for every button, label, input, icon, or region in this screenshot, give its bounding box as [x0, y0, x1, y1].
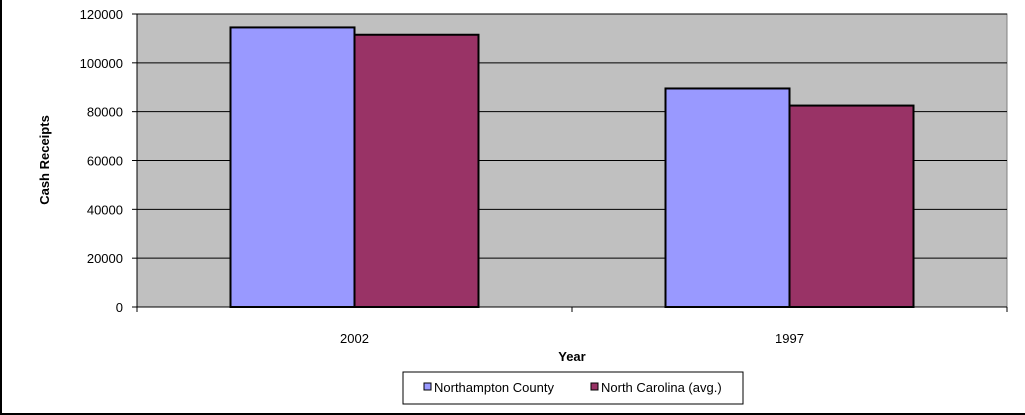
y-tick-label: 80000 — [87, 105, 123, 120]
y-tick-label: 40000 — [87, 202, 123, 217]
bars — [229, 26, 915, 308]
legend-label-northampton: Northampton County — [434, 380, 554, 395]
y-tick-label: 0 — [116, 300, 123, 315]
x-tick-label: 1997 — [775, 331, 804, 346]
y-tick-label: 60000 — [87, 154, 123, 169]
bar-2002-series-1 — [353, 33, 480, 308]
y-axis-title: Cash Receipts — [37, 115, 52, 205]
x-tick-labels: 2002 1997 — [340, 331, 804, 346]
axes — [132, 13, 1008, 312]
bar-2002-series-0 — [229, 26, 356, 308]
legend-box — [402, 371, 744, 405]
bar-1997-series-1 — [788, 104, 915, 308]
legend-swatch-northampton — [423, 382, 432, 391]
legend: Northampton County North Carolina (avg.) — [402, 371, 744, 405]
y-tick-label: 100000 — [80, 56, 123, 71]
y-tick-label: 20000 — [87, 251, 123, 266]
bar-1997-series-0 — [664, 87, 791, 308]
x-axis-title: Year — [558, 349, 585, 364]
legend-swatch-north-carolina — [590, 382, 599, 391]
y-tick-labels: 0 20000 40000 60000 80000 100000 120000 — [80, 7, 123, 315]
x-tick-label: 2002 — [340, 331, 369, 346]
y-tick-label: 120000 — [80, 7, 123, 22]
legend-label-north-carolina: North Carolina (avg.) — [601, 380, 722, 395]
